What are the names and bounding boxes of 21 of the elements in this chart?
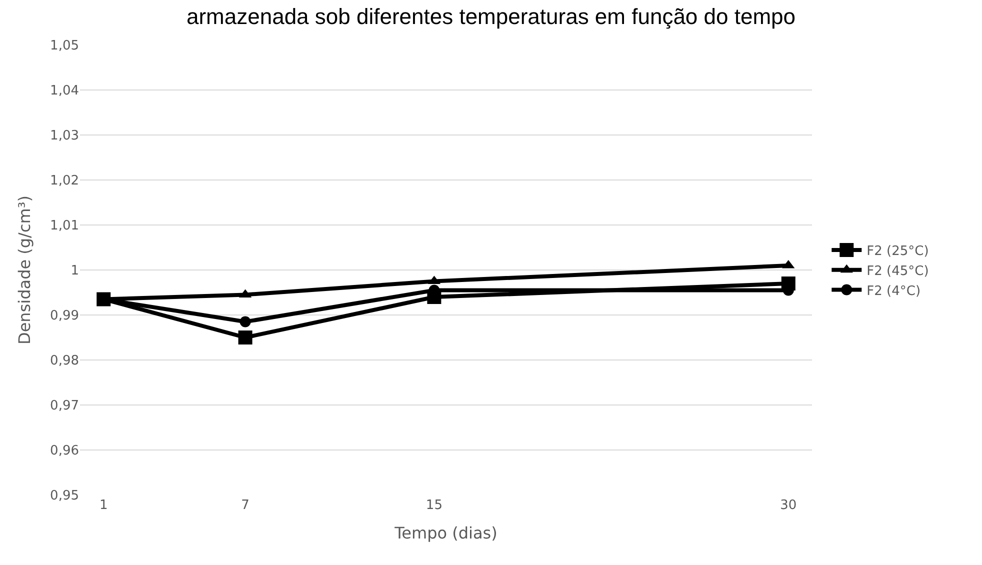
x-tick-label: 7	[241, 498, 250, 513]
legend-label: F2 (45°C)	[866, 264, 929, 279]
y-tick-label: 1,03	[50, 128, 79, 144]
legend-label: F2 (25°C)	[866, 244, 929, 260]
x-tick-label: 1	[99, 498, 108, 513]
y-tick-label: 0,96	[50, 444, 79, 459]
y-tick-label: 0,99	[50, 308, 79, 324]
chart-title: armazenada sob diferentes temperaturas em função do tempo	[186, 4, 796, 29]
y-tick-label: 0,95	[50, 488, 79, 504]
y-tick-label: 0,97	[50, 398, 79, 414]
y-tick-label: 0,98	[50, 354, 79, 369]
x-axis-title: Tempo (dias)	[394, 524, 498, 543]
y-tick-label: 1,02	[50, 174, 79, 189]
x-tick-label: 30	[780, 498, 797, 513]
x-tick-label: 15	[426, 498, 442, 513]
legend-label: F2 (4°C)	[866, 284, 921, 299]
y-axis-title: Densidade (g/cm³)	[14, 196, 34, 344]
y-tick-label: 1	[70, 264, 79, 279]
y-tick-label: 1,04	[50, 84, 79, 99]
y-tick-label: 1,01	[50, 218, 79, 234]
y-tick-label: 1,05	[50, 38, 79, 54]
